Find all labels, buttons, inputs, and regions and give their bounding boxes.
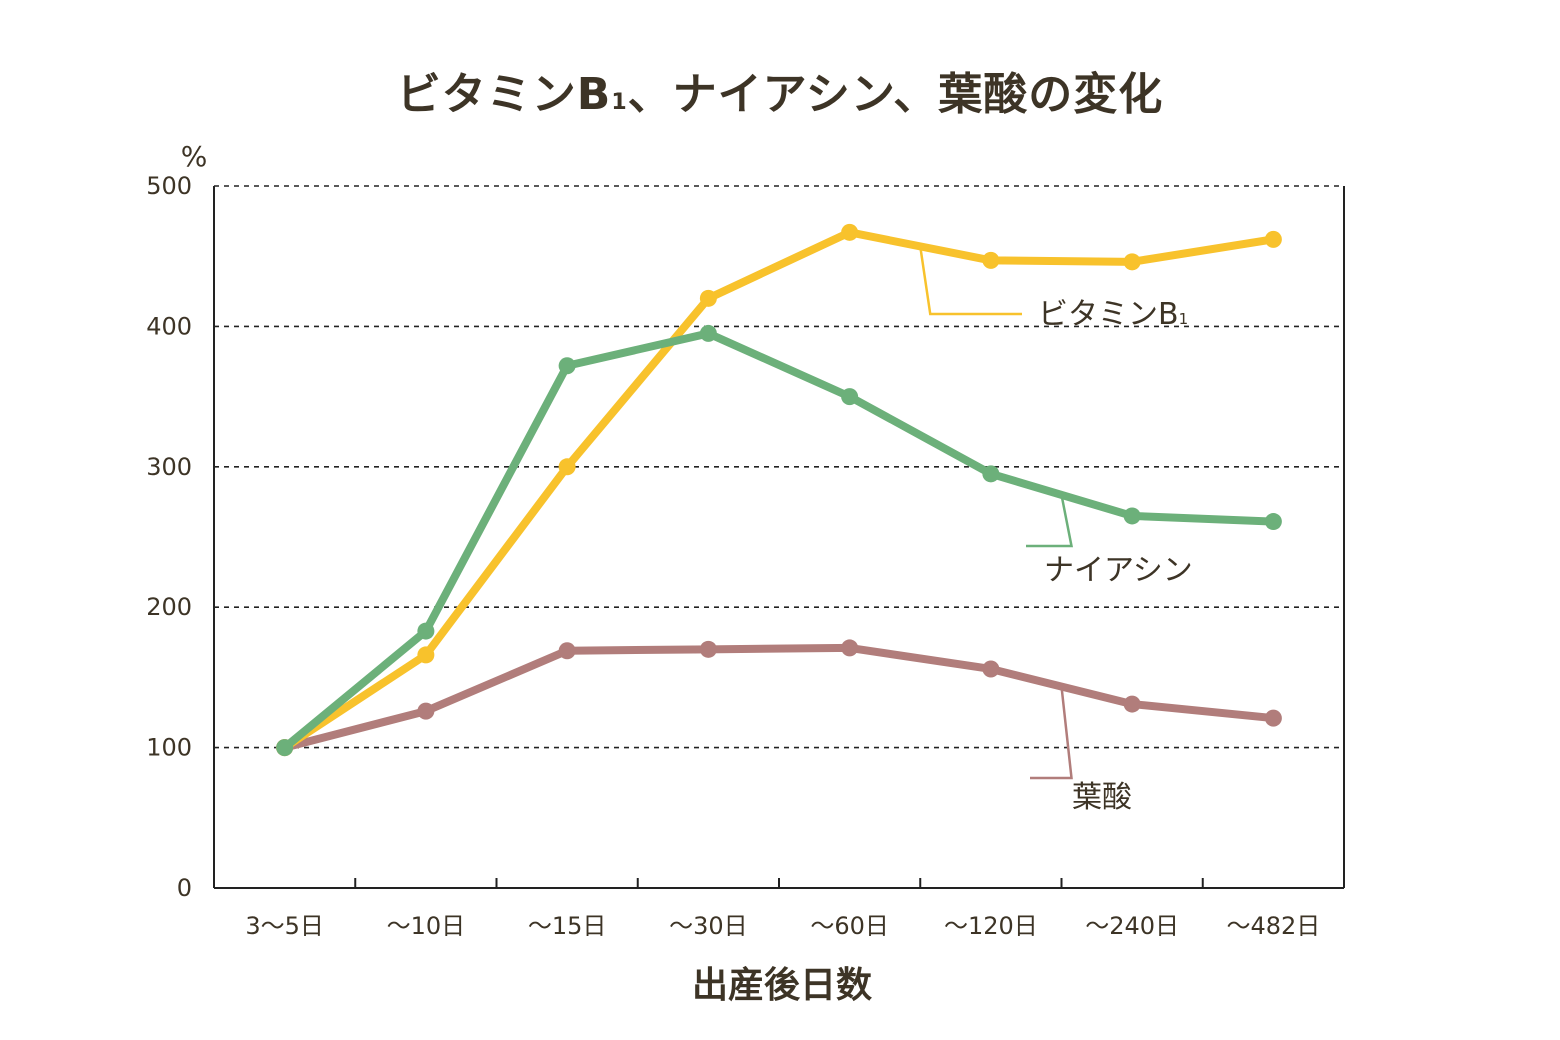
y-tick-label: 0 bbox=[177, 874, 192, 902]
x-tick-label: 〜10日 bbox=[387, 912, 466, 940]
series-line-folic-acid bbox=[280, 643, 1278, 752]
data-point-niacin bbox=[417, 622, 435, 640]
data-point-folic-acid bbox=[1264, 709, 1282, 727]
y-tick-label: 500 bbox=[146, 172, 192, 200]
series-label-folic-acid: 葉酸 bbox=[1072, 780, 1132, 815]
data-point-niacin bbox=[841, 388, 859, 406]
series-niacin bbox=[276, 324, 1282, 757]
data-point-vitamin-b1 bbox=[982, 251, 1000, 269]
series-label-text: ナイアシン bbox=[1044, 553, 1193, 588]
data-point-vitamin-b1 bbox=[417, 646, 435, 664]
data-point-vitamin-b1 bbox=[558, 458, 576, 476]
leader-line-niacin bbox=[1026, 494, 1074, 548]
title-main: ビタミンB bbox=[396, 69, 612, 120]
data-point-folic-acid bbox=[982, 660, 1000, 678]
axes bbox=[213, 186, 1345, 889]
title-subscript: 1 bbox=[611, 90, 628, 115]
x-tick-label: 〜482日 bbox=[1226, 912, 1320, 940]
data-point-niacin bbox=[558, 357, 576, 375]
x-tick-label: 〜240日 bbox=[1085, 912, 1179, 940]
x-axis-title: 出産後日数 bbox=[692, 965, 872, 1006]
y-tick-label: 300 bbox=[146, 453, 192, 481]
x-tick-label: 〜120日 bbox=[944, 912, 1038, 940]
data-point-folic-acid bbox=[1123, 695, 1141, 713]
data-point-vitamin-b1 bbox=[841, 223, 859, 241]
x-tick-label: 〜15日 bbox=[528, 912, 607, 940]
data-point-vitamin-b1 bbox=[1123, 253, 1141, 271]
data-point-niacin bbox=[1264, 513, 1282, 531]
data-point-niacin bbox=[276, 739, 294, 757]
series-label-text: ビタミンB bbox=[1038, 297, 1179, 332]
data-point-niacin bbox=[699, 324, 717, 342]
series-label-niacin: ナイアシン bbox=[1044, 553, 1193, 588]
data-point-vitamin-b1 bbox=[699, 289, 717, 307]
y-tick-labels: 0 100 200 300 400 500 bbox=[146, 172, 192, 902]
y-tick-label: 200 bbox=[146, 593, 192, 621]
data-point-folic-acid bbox=[417, 702, 435, 720]
y-axis-unit: % bbox=[181, 140, 208, 173]
series-line-niacin bbox=[280, 329, 1278, 752]
data-point-vitamin-b1 bbox=[1264, 230, 1282, 248]
x-tick-label: 〜30日 bbox=[669, 912, 748, 940]
series-label-vitamin-b1: ビタミンB1 bbox=[1038, 297, 1188, 332]
y-tick-label: 400 bbox=[146, 312, 192, 340]
data-point-niacin bbox=[1123, 507, 1141, 525]
data-point-niacin bbox=[982, 465, 1000, 483]
series-label-text: 葉酸 bbox=[1072, 780, 1132, 815]
leader-line-folic-acid bbox=[1030, 686, 1073, 780]
series-group bbox=[276, 223, 1282, 757]
series-line-vitamin-b1 bbox=[280, 228, 1278, 752]
x-tick-label: 3〜5日 bbox=[245, 912, 324, 940]
data-point-folic-acid bbox=[699, 640, 717, 658]
x-tick-labels: 3〜5日 〜10日 〜15日 〜30日 〜60日 〜120日 〜240日 〜482日 bbox=[245, 912, 1320, 940]
y-tick-label: 100 bbox=[146, 734, 192, 762]
grid-lines bbox=[214, 185, 1344, 749]
leader-line-vitamin-b1 bbox=[919, 246, 1022, 316]
series-label-subscript: 1 bbox=[1179, 310, 1189, 328]
x-tick-label: 〜60日 bbox=[810, 912, 889, 940]
chart-title: ビタミンB1、ナイアシン、葉酸の変化 bbox=[0, 58, 1560, 122]
data-point-folic-acid bbox=[558, 642, 576, 660]
title-rest: 、ナイアシン、葉酸の変化 bbox=[627, 69, 1164, 120]
data-point-folic-acid bbox=[841, 639, 859, 657]
